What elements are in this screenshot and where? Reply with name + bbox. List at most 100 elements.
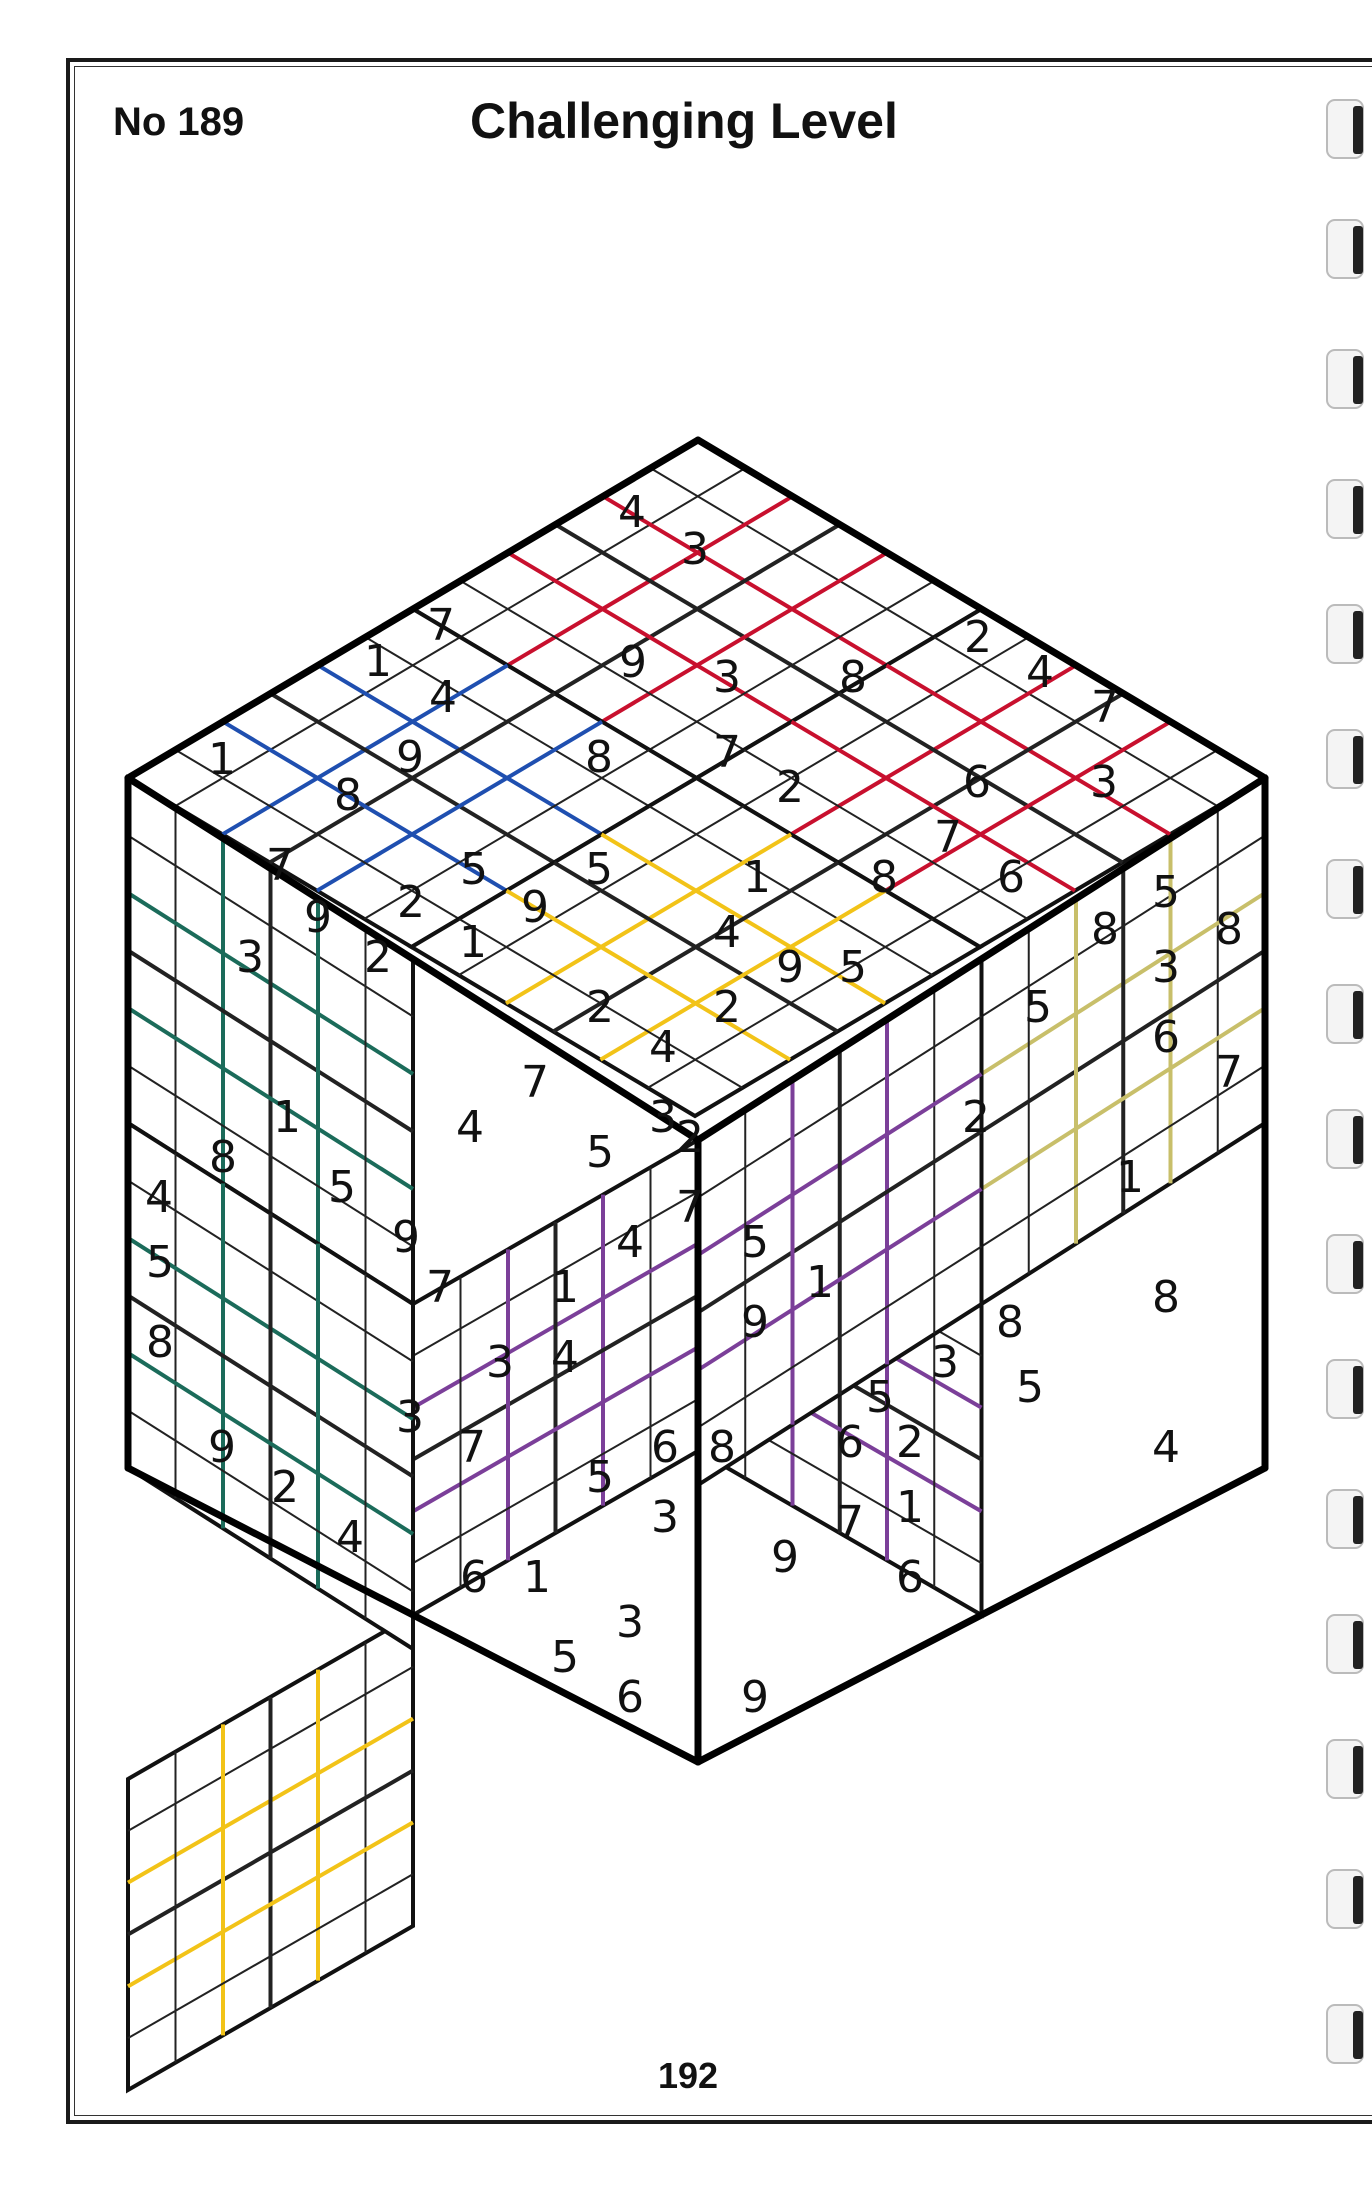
given-digit[interactable]: 9 bbox=[304, 892, 332, 943]
given-digit[interactable]: 2 bbox=[713, 982, 741, 1033]
given-digit[interactable]: 1 bbox=[459, 917, 487, 968]
given-digit[interactable]: 5 bbox=[551, 1632, 579, 1683]
given-digit[interactable]: 4 bbox=[1152, 1422, 1180, 1473]
given-digit[interactable]: 7 bbox=[426, 1262, 454, 1313]
given-digit[interactable]: 4 bbox=[713, 907, 741, 958]
given-digit[interactable]: 9 bbox=[392, 1212, 420, 1263]
given-digit[interactable]: 5 bbox=[1024, 982, 1052, 1033]
given-digit[interactable]: 5 bbox=[586, 1452, 614, 1503]
given-digit[interactable]: 4 bbox=[145, 1172, 173, 1223]
given-digit[interactable]: 5 bbox=[1152, 867, 1180, 918]
given-digit[interactable]: 3 bbox=[616, 1597, 644, 1648]
binding-ring bbox=[1326, 859, 1364, 919]
given-digit[interactable]: 3 bbox=[713, 652, 741, 703]
given-digit[interactable]: 9 bbox=[396, 732, 424, 783]
given-digit[interactable]: 8 bbox=[585, 732, 613, 783]
given-digit[interactable]: 8 bbox=[1215, 904, 1243, 955]
given-digit[interactable]: 6 bbox=[616, 1672, 644, 1723]
given-digit[interactable]: 4 bbox=[649, 1022, 677, 1073]
given-digit[interactable]: 2 bbox=[776, 762, 804, 813]
given-digit[interactable]: 7 bbox=[676, 1182, 704, 1233]
given-digit[interactable]: 7 bbox=[713, 727, 741, 778]
given-digit[interactable]: 9 bbox=[771, 1532, 799, 1583]
given-digit[interactable]: 6 bbox=[836, 1417, 864, 1468]
given-digit[interactable]: 7 bbox=[427, 600, 455, 651]
given-digit[interactable]: 5 bbox=[585, 844, 613, 895]
given-digit[interactable]: 3 bbox=[1090, 757, 1118, 808]
given-digit[interactable]: 3 bbox=[396, 1392, 424, 1443]
given-digit[interactable]: 3 bbox=[931, 1337, 959, 1388]
given-digit[interactable]: 7 bbox=[458, 1422, 486, 1473]
given-digit[interactable]: 3 bbox=[486, 1337, 514, 1388]
given-digit[interactable]: 8 bbox=[1091, 904, 1119, 955]
given-digit[interactable]: 9 bbox=[741, 1672, 769, 1723]
given-digit[interactable]: 3 bbox=[236, 932, 264, 983]
given-digit[interactable]: 7 bbox=[836, 1497, 864, 1548]
cube-edge bbox=[694, 436, 1269, 782]
given-digit[interactable]: 2 bbox=[271, 1462, 299, 1513]
given-digit[interactable]: 8 bbox=[996, 1297, 1024, 1348]
given-digit[interactable]: 4 bbox=[618, 487, 646, 538]
given-digit[interactable]: 5 bbox=[1016, 1362, 1044, 1413]
given-digit[interactable]: 5 bbox=[839, 942, 867, 993]
given-digit[interactable]: 1 bbox=[551, 1262, 579, 1313]
given-digit[interactable]: 4 bbox=[336, 1512, 364, 1563]
given-digit[interactable]: 2 bbox=[964, 612, 992, 663]
given-digit[interactable]: 5 bbox=[460, 844, 488, 895]
left-face-block-lower bbox=[126, 1119, 415, 1653]
given-digit[interactable]: 8 bbox=[870, 852, 898, 903]
given-digit[interactable]: 1 bbox=[896, 1482, 924, 1533]
grid-line bbox=[459, 579, 745, 751]
given-digit[interactable]: 9 bbox=[208, 1422, 236, 1473]
given-digit[interactable]: 4 bbox=[429, 672, 457, 723]
given-digit[interactable]: 6 bbox=[963, 757, 991, 808]
given-digit[interactable]: 2 bbox=[397, 877, 425, 928]
given-digit[interactable]: 5 bbox=[741, 1217, 769, 1268]
given-digit[interactable]: 5 bbox=[146, 1237, 174, 1288]
given-digit[interactable]: 6 bbox=[651, 1422, 679, 1473]
given-digit[interactable]: 3 bbox=[649, 1092, 677, 1143]
given-digit[interactable]: 6 bbox=[997, 852, 1025, 903]
given-digit[interactable]: 1 bbox=[273, 1092, 301, 1143]
given-digit[interactable]: 9 bbox=[741, 1297, 769, 1348]
given-digit[interactable]: 1 bbox=[1116, 1152, 1144, 1203]
given-digit[interactable]: 5 bbox=[586, 1127, 614, 1178]
given-digit[interactable]: 3 bbox=[1152, 942, 1180, 993]
given-digit[interactable]: 1 bbox=[806, 1257, 834, 1308]
given-digit[interactable]: 7 bbox=[1091, 682, 1119, 733]
given-digit[interactable]: 8 bbox=[1152, 1272, 1180, 1323]
given-digit[interactable]: 9 bbox=[619, 637, 647, 688]
given-digit[interactable]: 6 bbox=[460, 1552, 488, 1603]
given-digit[interactable]: 4 bbox=[616, 1217, 644, 1268]
given-digit[interactable]: 5 bbox=[328, 1162, 356, 1213]
given-digit[interactable]: 8 bbox=[839, 652, 867, 703]
given-digit[interactable]: 1 bbox=[364, 636, 392, 687]
given-digit[interactable]: 8 bbox=[334, 770, 362, 821]
given-digit[interactable]: 1 bbox=[208, 734, 236, 785]
given-digit[interactable]: 8 bbox=[209, 1132, 237, 1183]
given-digit[interactable]: 7 bbox=[266, 840, 294, 891]
given-digit[interactable]: 7 bbox=[1215, 1047, 1243, 1098]
given-digit[interactable]: 8 bbox=[146, 1317, 174, 1368]
given-digit[interactable]: 4 bbox=[551, 1332, 579, 1383]
given-digit[interactable]: 6 bbox=[896, 1552, 924, 1603]
given-digit[interactable]: 8 bbox=[708, 1422, 736, 1473]
given-digit[interactable]: 7 bbox=[521, 1057, 549, 1108]
given-digit[interactable]: 2 bbox=[962, 1092, 990, 1143]
given-digit[interactable]: 2 bbox=[586, 982, 614, 1033]
given-digit[interactable]: 5 bbox=[866, 1372, 894, 1423]
given-digit[interactable]: 1 bbox=[523, 1552, 551, 1603]
given-digit[interactable]: 7 bbox=[934, 812, 962, 863]
given-digit[interactable]: 4 bbox=[456, 1102, 484, 1153]
given-digit[interactable]: 9 bbox=[521, 882, 549, 933]
given-digit[interactable]: 3 bbox=[651, 1492, 679, 1543]
given-digit[interactable]: 2 bbox=[896, 1417, 924, 1468]
given-digit[interactable]: 2 bbox=[676, 1112, 704, 1163]
given-digit[interactable]: 9 bbox=[776, 942, 804, 993]
given-digit[interactable]: 4 bbox=[1026, 647, 1054, 698]
given-digit[interactable]: 6 bbox=[1152, 1012, 1180, 1063]
given-digit[interactable]: 2 bbox=[364, 932, 392, 983]
given-digit[interactable]: 1 bbox=[743, 852, 771, 903]
given-digit[interactable]: 3 bbox=[681, 524, 709, 575]
